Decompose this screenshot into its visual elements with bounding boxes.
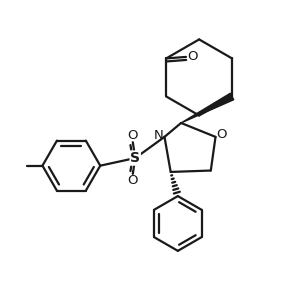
Text: O: O xyxy=(216,128,226,141)
Text: N: N xyxy=(154,129,164,142)
Polygon shape xyxy=(181,93,234,123)
Text: O: O xyxy=(128,129,138,142)
Text: S: S xyxy=(130,151,140,165)
Text: O: O xyxy=(128,174,138,187)
Text: O: O xyxy=(187,50,198,64)
